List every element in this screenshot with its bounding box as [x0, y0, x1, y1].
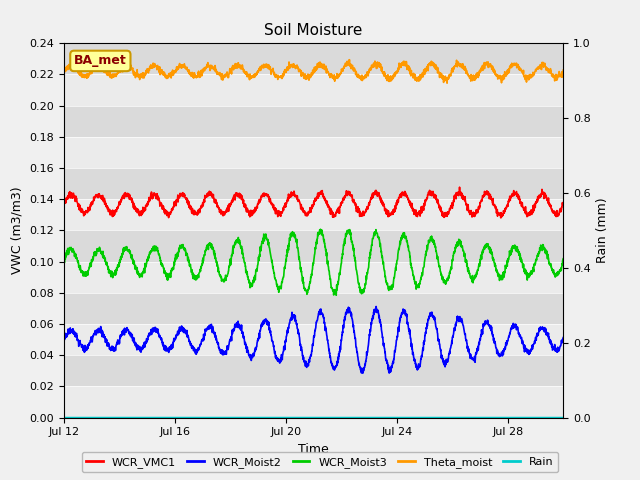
- Text: BA_met: BA_met: [74, 54, 127, 67]
- Legend: WCR_VMC1, WCR_Moist2, WCR_Moist3, Theta_moist, Rain: WCR_VMC1, WCR_Moist2, WCR_Moist3, Theta_…: [82, 452, 558, 472]
- X-axis label: Time: Time: [298, 443, 329, 456]
- Bar: [64, 262, 563, 293]
- Title: Soil Moisture: Soil Moisture: [264, 23, 363, 38]
- Bar: [64, 137, 563, 168]
- Bar: [64, 355, 563, 386]
- Bar: [64, 168, 563, 199]
- Bar: [64, 293, 563, 324]
- Bar: [64, 106, 563, 137]
- Bar: [64, 230, 563, 262]
- Bar: [64, 386, 563, 418]
- Bar: [64, 324, 563, 355]
- Bar: [64, 43, 563, 74]
- Y-axis label: Rain (mm): Rain (mm): [596, 198, 609, 263]
- Bar: [64, 74, 563, 106]
- Y-axis label: VWC (m3/m3): VWC (m3/m3): [11, 187, 24, 274]
- Bar: [64, 199, 563, 230]
